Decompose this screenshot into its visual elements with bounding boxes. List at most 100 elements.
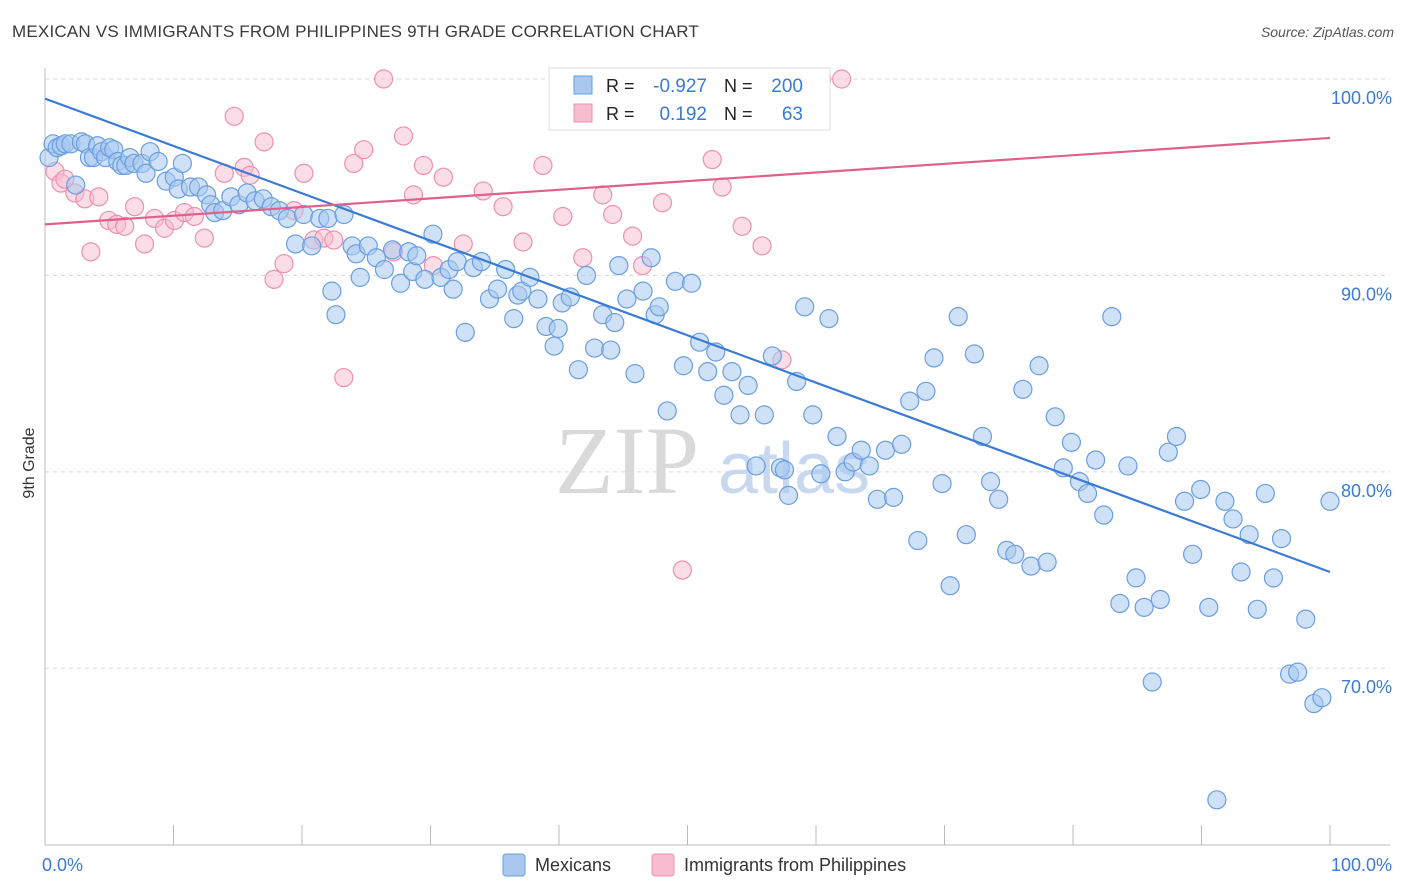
philippines-point-33 xyxy=(373,69,394,89)
mexicans-point-157 xyxy=(1134,597,1154,617)
philippines-point-32 xyxy=(354,140,374,160)
philippines-point-53 xyxy=(672,560,692,580)
mexicans-point-28 xyxy=(172,153,192,174)
stats-n-value-0: 200 xyxy=(771,76,803,97)
mexicans-point-123 xyxy=(859,456,879,476)
philippines-point-41 xyxy=(473,181,493,201)
philippines-point-30 xyxy=(334,367,354,388)
mexicans-point-176 xyxy=(1288,662,1308,682)
legend-label-philippines: Immigrants from Philippines xyxy=(684,855,906,875)
mexicans-point-100 xyxy=(681,273,702,293)
mexicans-point-43 xyxy=(285,234,306,254)
mexicans-point-170 xyxy=(1239,525,1259,545)
stats-n-label-0: N = xyxy=(724,76,753,96)
x-tick-labels: 0.0% 100.0% xyxy=(42,855,1392,875)
mexicans-point-108 xyxy=(746,456,766,476)
mexicans-point-119 xyxy=(827,426,847,447)
mexicans-point-115 xyxy=(795,297,815,317)
mexicans-point-53 xyxy=(350,267,370,287)
mexicans-point-68 xyxy=(455,322,475,342)
stats-n-value-1: 63 xyxy=(782,104,803,125)
mexicans-point-94 xyxy=(641,248,661,268)
mexicans-point-153 xyxy=(1102,307,1122,327)
mexicans-point-139 xyxy=(989,489,1009,509)
mexicans-point-136 xyxy=(964,344,985,364)
mexicans-point-47 xyxy=(318,208,338,229)
mexicans-trend-line xyxy=(44,97,1331,574)
legend-label-mexicans: Mexicans xyxy=(535,855,611,875)
mexicans-point-73 xyxy=(496,259,516,280)
mexicans-point-137 xyxy=(972,426,993,447)
mexicans-point-48 xyxy=(322,281,342,301)
mexicans-point-84 xyxy=(568,360,588,380)
mexicans-point-118 xyxy=(819,309,839,329)
philippines-point-26 xyxy=(294,163,314,183)
source-credit: Source: ZipAtlas.com xyxy=(1260,24,1394,40)
mexicans-point-6 xyxy=(66,175,86,195)
mexicans-point-158 xyxy=(1142,672,1162,692)
mexicans-point-131 xyxy=(924,348,944,368)
mexicans-point-63 xyxy=(423,224,443,244)
philippines-point-16 xyxy=(184,206,204,227)
mexicans-point-106 xyxy=(730,405,750,425)
x-tick-label-0: 0.0% xyxy=(42,855,83,875)
philippines-point-43 xyxy=(513,232,533,252)
philippines-point-62 xyxy=(832,69,852,89)
philippines-point-42 xyxy=(493,197,513,217)
mexicans-point-57 xyxy=(382,240,403,260)
stats-n-label-1: N = xyxy=(724,104,753,124)
mexicans-point-155 xyxy=(1118,456,1138,476)
mexicans-point-164 xyxy=(1191,479,1211,500)
stats-r-label-1: R = xyxy=(606,104,635,124)
mexicans-point-163 xyxy=(1183,544,1203,564)
mexicans-point-97 xyxy=(657,401,677,421)
philippines-point-44 xyxy=(533,155,553,176)
mexicans-point-112 xyxy=(774,460,795,480)
philippines-point-50 xyxy=(622,226,643,246)
mexicans-point-169 xyxy=(1231,562,1251,582)
watermark-zip: ZIP xyxy=(555,407,699,514)
mexicans-point-134 xyxy=(948,307,968,327)
philippines-point-46 xyxy=(573,248,593,268)
x-tick-label-1: 100.0% xyxy=(1331,855,1392,875)
mexicans-point-72 xyxy=(487,279,508,299)
philippines-point-24 xyxy=(274,254,294,274)
philippines-point-47 xyxy=(593,185,613,205)
mexicans-point-92 xyxy=(625,364,645,384)
mexicans-point-159 xyxy=(1150,589,1170,610)
mexicans-point-88 xyxy=(601,340,621,360)
mexicans-point-113 xyxy=(778,485,799,505)
mexicans-point-151 xyxy=(1086,450,1106,470)
mexicans-point-90 xyxy=(609,255,629,276)
mexicans-point-138 xyxy=(980,472,1001,492)
mexicans-point-62 xyxy=(415,269,435,289)
philippines-trend-line xyxy=(44,136,1331,226)
mexicans-point-130 xyxy=(916,381,936,401)
philippines-point-55 xyxy=(702,149,722,170)
mexicans-point-122 xyxy=(851,440,871,460)
mexicans-point-61 xyxy=(407,246,427,266)
stats-swatch-mexicans xyxy=(573,75,593,95)
mexicans-point-22 xyxy=(136,163,156,183)
y-tick-label-2: 90.0% xyxy=(1341,284,1392,304)
mexicans-point-144 xyxy=(1029,356,1049,376)
philippines-point-19 xyxy=(224,106,244,126)
y-tick-labels: 70.0% 80.0% 90.0% 100.0% xyxy=(1331,88,1392,697)
mexicans-point-128 xyxy=(900,391,920,411)
philippines-point-11 xyxy=(134,234,155,254)
mexicans-point-129 xyxy=(908,530,928,551)
mexicans-point-66 xyxy=(443,279,463,299)
mexicans-point-110 xyxy=(762,346,782,366)
philippines-point-52 xyxy=(652,193,673,213)
philippines-point-17 xyxy=(194,228,214,248)
mexicans-point-58 xyxy=(390,273,411,293)
mexicans-point-142 xyxy=(1013,379,1033,399)
mexicans-point-102 xyxy=(698,362,718,382)
legend-swatch-philippines xyxy=(651,853,675,877)
stats-r-label-0: R = xyxy=(606,76,635,96)
mexicans-point-135 xyxy=(956,525,976,545)
legend-swatch-mexicans xyxy=(502,853,526,877)
mexicans-point-67 xyxy=(447,252,467,272)
mexicans-point-93 xyxy=(633,281,653,301)
